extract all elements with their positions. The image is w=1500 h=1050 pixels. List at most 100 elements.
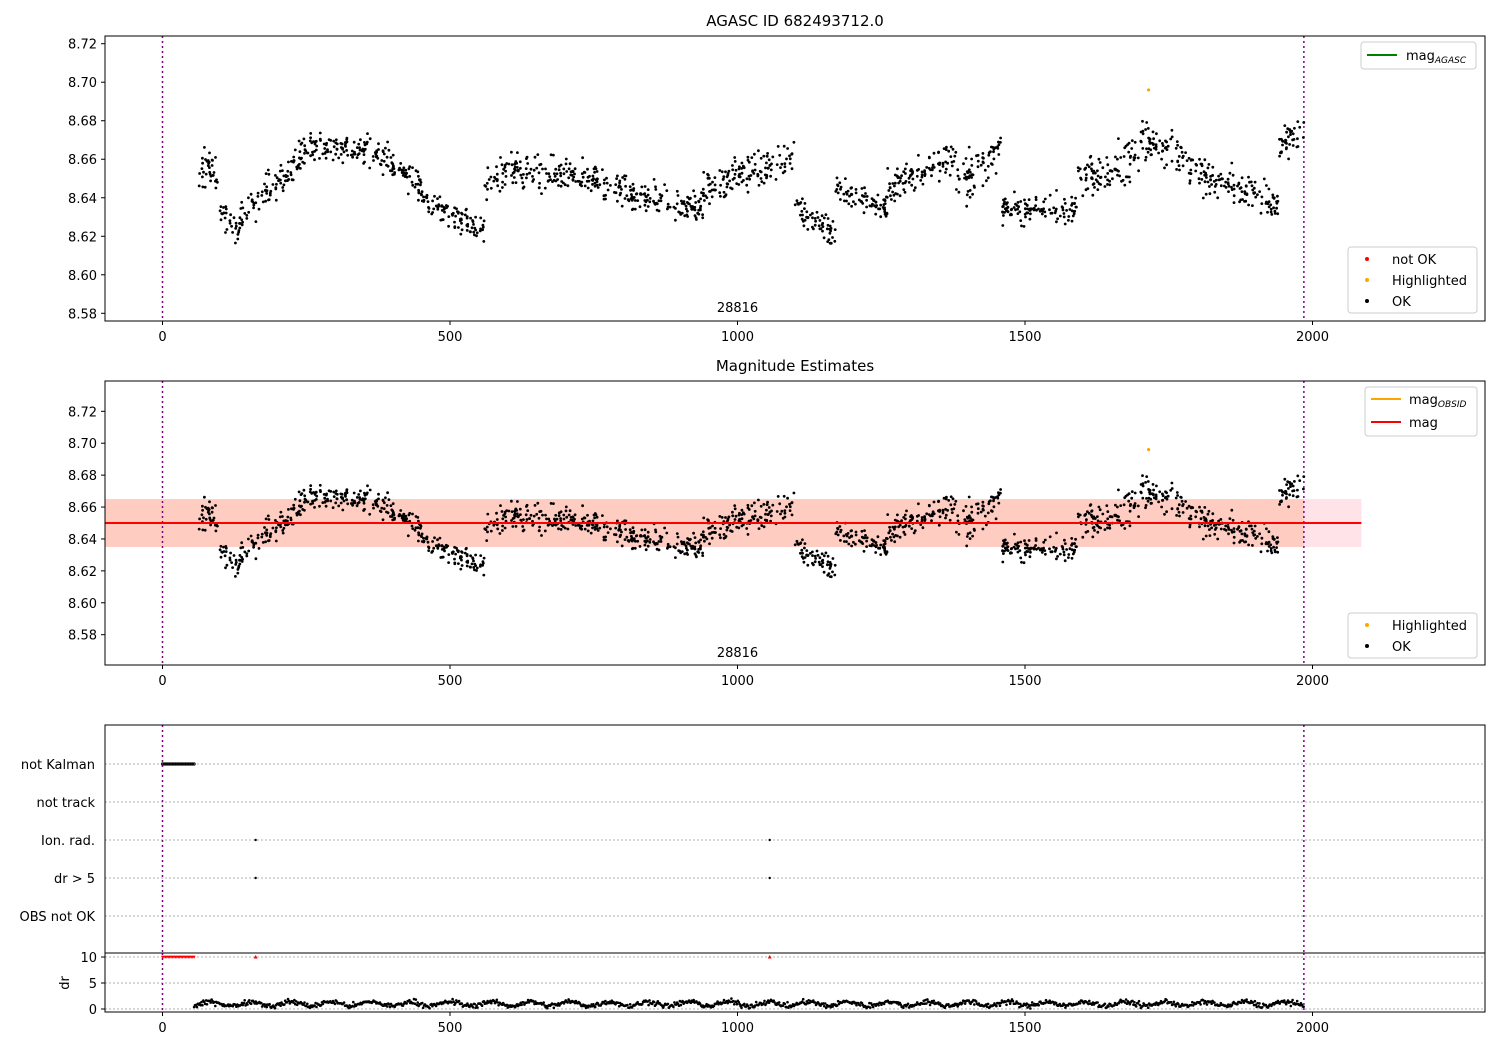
dr-point xyxy=(1007,1000,1011,1003)
ok-point xyxy=(683,214,687,218)
ok-point xyxy=(514,525,518,528)
ok-point xyxy=(966,516,970,520)
ok-point xyxy=(708,190,711,193)
ok-point xyxy=(1034,544,1037,547)
ok-point xyxy=(781,171,785,175)
ok-point xyxy=(873,544,876,547)
ok-point xyxy=(813,223,817,227)
dr-point xyxy=(617,1005,621,1008)
ok-point xyxy=(955,188,958,191)
ok-point xyxy=(384,496,387,500)
ok-point xyxy=(453,226,457,230)
ok-point xyxy=(427,549,431,552)
ok-point xyxy=(731,514,735,518)
ok-point xyxy=(1275,206,1278,210)
ok-point xyxy=(252,542,256,545)
ok-point xyxy=(555,517,559,521)
ok-point xyxy=(1232,183,1236,187)
dr-point xyxy=(1236,1002,1239,1006)
ok-point xyxy=(1020,560,1023,564)
ok-point xyxy=(1106,172,1110,175)
ok-point xyxy=(846,189,850,193)
ok-point xyxy=(1219,518,1223,521)
ok-point xyxy=(1258,532,1261,536)
ok-point xyxy=(720,516,724,519)
ok-point xyxy=(1237,181,1241,185)
ok-point xyxy=(339,501,343,505)
dr-point xyxy=(294,1000,298,1003)
ok-point xyxy=(593,170,596,174)
ok-point xyxy=(629,531,632,535)
ok-point xyxy=(1290,482,1294,486)
ok-point xyxy=(569,518,573,522)
ok-point xyxy=(806,228,810,231)
ok-point xyxy=(379,510,383,513)
ok-point xyxy=(516,500,519,503)
ok-point xyxy=(309,132,313,135)
ok-point xyxy=(1232,194,1236,198)
ok-point xyxy=(1226,177,1230,181)
ok-point xyxy=(657,540,661,543)
legend-subscript-agasc: AGASC xyxy=(1434,56,1467,66)
ok-point xyxy=(1209,519,1212,523)
ok-point xyxy=(1201,537,1205,541)
ok-point xyxy=(965,193,969,197)
ok-point xyxy=(1014,542,1017,546)
ok-point xyxy=(240,200,244,204)
ok-point xyxy=(574,180,578,183)
ok-point xyxy=(831,557,835,560)
dr-point xyxy=(692,998,695,1002)
ok-point xyxy=(1231,518,1235,522)
ok-point xyxy=(944,167,948,171)
ok-point xyxy=(797,203,800,206)
ok-point xyxy=(551,524,554,527)
ok-point xyxy=(1253,180,1257,184)
ok-point xyxy=(431,549,434,553)
ok-point xyxy=(839,530,842,534)
ok-point xyxy=(393,172,396,176)
ok-point xyxy=(479,554,483,557)
ok-point xyxy=(516,169,520,173)
ok-point xyxy=(459,567,463,571)
flag-point-not-kalman xyxy=(188,762,192,766)
ok-point xyxy=(1281,143,1284,147)
ok-point xyxy=(202,170,205,174)
ok-point xyxy=(351,155,354,159)
dr-point xyxy=(1251,1001,1255,1004)
dr-point xyxy=(928,1003,932,1007)
dr-point xyxy=(195,1005,199,1009)
dr-point xyxy=(201,1003,204,1007)
ok-point xyxy=(238,226,242,230)
ok-point xyxy=(1106,163,1110,167)
ok-point xyxy=(769,514,773,518)
ok-point xyxy=(531,524,535,527)
ok-point xyxy=(956,514,960,518)
ok-point xyxy=(688,197,691,201)
ok-point xyxy=(346,502,350,506)
ok-point xyxy=(1103,185,1107,188)
ok-point xyxy=(967,495,971,499)
ok-point xyxy=(632,531,635,535)
ok-point xyxy=(1070,209,1074,213)
ok-point xyxy=(1266,210,1269,214)
ok-point xyxy=(639,192,642,195)
ok-point xyxy=(976,511,980,515)
ok-point xyxy=(1227,190,1230,194)
ok-point xyxy=(740,161,744,165)
dr-point xyxy=(616,1001,620,1005)
ok-point xyxy=(762,154,766,158)
ok-point xyxy=(249,534,253,538)
ok-point xyxy=(993,496,997,499)
ok-point xyxy=(1062,212,1066,215)
dr-point xyxy=(490,1001,493,1005)
ok-point xyxy=(937,151,940,155)
ok-point xyxy=(783,511,787,515)
ok-point xyxy=(782,144,786,148)
ok-point xyxy=(986,511,990,515)
ok-point xyxy=(560,180,564,183)
ok-point xyxy=(718,191,722,195)
dr-point xyxy=(1019,1002,1022,1006)
ok-point xyxy=(589,531,593,535)
ok-point xyxy=(827,572,831,575)
ok-point xyxy=(1016,201,1020,204)
